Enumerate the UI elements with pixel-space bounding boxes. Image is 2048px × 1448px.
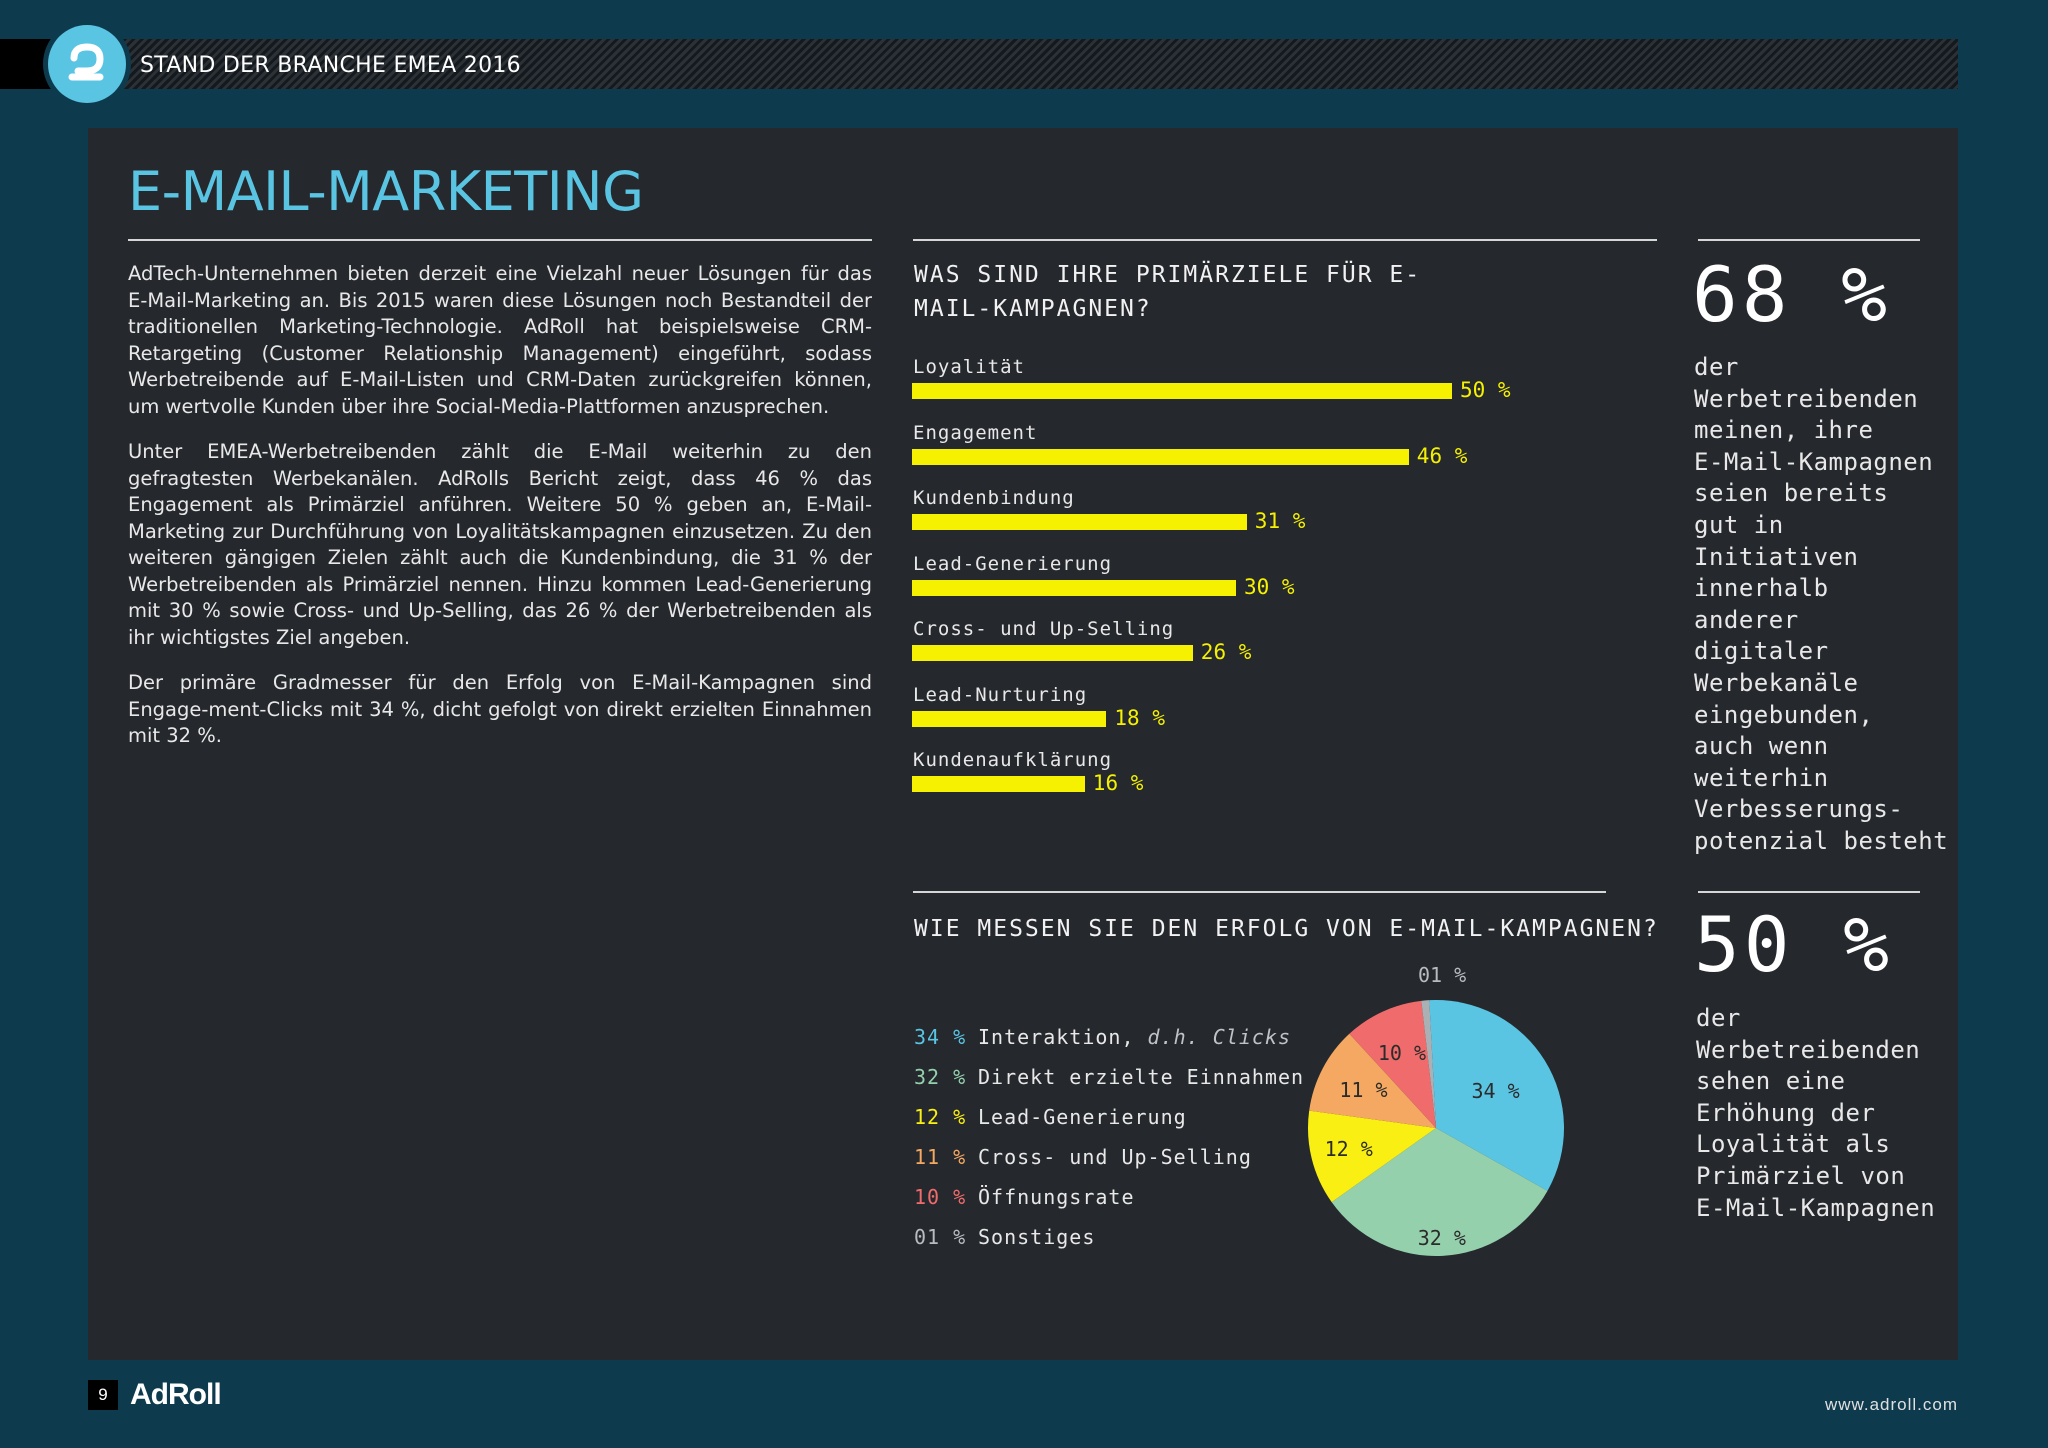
bar-value-label: 50 % <box>1460 378 1511 402</box>
bar-value-label: 16 % <box>1092 771 1144 795</box>
bar-value-label: 18 % <box>1114 705 1165 730</box>
bar-value-label: 26 % <box>1200 640 1252 664</box>
pie-value-label: 34 % <box>1471 1079 1520 1104</box>
page-number: 9 <box>88 1380 118 1410</box>
stat-68-text: der Werbetreibenden meinen, ihre E-Mail-… <box>1694 353 1949 855</box>
legend-percent: 32 % <box>914 1065 967 1089</box>
bar <box>912 383 1452 399</box>
content-panel <box>88 128 1958 1360</box>
legend-item: 01 % Sonstiges <box>914 1225 1095 1249</box>
divider-stat-2 <box>1698 891 1920 893</box>
divider-left <box>128 239 872 241</box>
bar <box>912 776 1085 792</box>
paragraph: Der primäre Gradmesser für den Erfolg vo… <box>128 671 872 747</box>
divider-pie-chart <box>913 891 1606 893</box>
bar-label: Cross- und Up-Selling <box>913 618 1175 640</box>
intro-text: AdTech-Unternehmen bieten derzeit eine V… <box>128 261 872 769</box>
legend-label: Sonstiges <box>978 1225 1096 1249</box>
bar <box>912 514 1247 530</box>
stat-50-percent: 50 % <box>1694 900 1894 989</box>
bar-value-label: 46 % <box>1416 443 1468 468</box>
pie-value-label: 10 % <box>1377 1041 1427 1066</box>
bar <box>912 710 1107 727</box>
bar-label: Engagement <box>913 421 1038 444</box>
legend-item: 10 % Öffnungsrate <box>914 1185 1135 1209</box>
legend-item: 32 % Direkt erzielte Einnahmen <box>914 1065 1304 1089</box>
legend-label: Interaktion, <box>978 1025 1135 1049</box>
bar-label: Kundenaufklärung <box>913 749 1113 771</box>
bar-label: Loyalität <box>913 356 1025 378</box>
bar <box>912 579 1236 596</box>
stat-50-text: der Werbetreibenden sehen eine Erhöhung … <box>1696 1004 1936 1222</box>
paragraph: AdTech-Unternehmen bieten derzeit eine V… <box>128 262 872 418</box>
page-title: E-MAIL-MARKETING <box>128 160 644 223</box>
report-title: STAND DER BRANCHE EMEA 2016 <box>140 53 521 78</box>
bar-value-label: 30 % <box>1244 574 1295 599</box>
legend-percent: 12 % <box>914 1105 967 1129</box>
bar-value-label: 31 % <box>1254 509 1306 533</box>
adroll-logo-icon <box>48 25 126 103</box>
bar-label: Lead-Nurturing <box>913 683 1088 706</box>
bar-label: Lead-Generierung <box>913 552 1113 575</box>
bar <box>912 448 1409 465</box>
divider-stat-1 <box>1698 239 1920 241</box>
legend-label: Cross- und Up-Selling <box>978 1145 1252 1169</box>
legend-item: 12 % Lead-Generierung <box>914 1105 1187 1129</box>
pie-value-label: 11 % <box>1339 1078 1388 1102</box>
pie-value-label: 12 % <box>1324 1137 1373 1162</box>
adroll-wordmark: AdRoll <box>130 1378 222 1411</box>
legend-label: Öffnungsrate <box>978 1185 1135 1209</box>
legend-percent: 10 % <box>914 1185 967 1209</box>
bar-label: Kundenbindung <box>913 487 1075 509</box>
header-band <box>0 39 1958 89</box>
bar-chart-title: WAS SIND IHRE PRIMÄRZIELE FÜR E-MAIL-KAM… <box>914 262 1422 322</box>
stat-68-percent: 68 % <box>1692 250 1892 339</box>
footer-url[interactable]: www.adroll.com <box>1824 1395 1958 1414</box>
legend-percent: 34 % <box>914 1025 967 1049</box>
divider-bar-chart <box>913 239 1657 241</box>
pie-value-label: 01 % <box>1418 963 1467 987</box>
legend-label-italic: d.h. Clicks <box>1134 1025 1291 1049</box>
legend-label: Lead-Generierung <box>978 1105 1187 1129</box>
legend-item: 34 % Interaktion, d.h. Clicks <box>914 1025 1291 1049</box>
legend-item: 11 % Cross- und Up-Selling <box>914 1145 1252 1169</box>
legend-percent: 01 % <box>914 1225 967 1249</box>
paragraph: Unter EMEA-Werbetreibenden zählt die E-M… <box>128 440 872 649</box>
bar <box>912 645 1193 661</box>
pie-chart-title: WIE MESSEN SIE DEN ERFOLG VON E-MAIL-KAM… <box>914 916 1659 942</box>
legend-label: Direkt erzielte Einnahmen <box>978 1065 1305 1089</box>
legend-percent: 11 % <box>914 1145 967 1169</box>
pie-value-label: 32 % <box>1417 1225 1466 1250</box>
